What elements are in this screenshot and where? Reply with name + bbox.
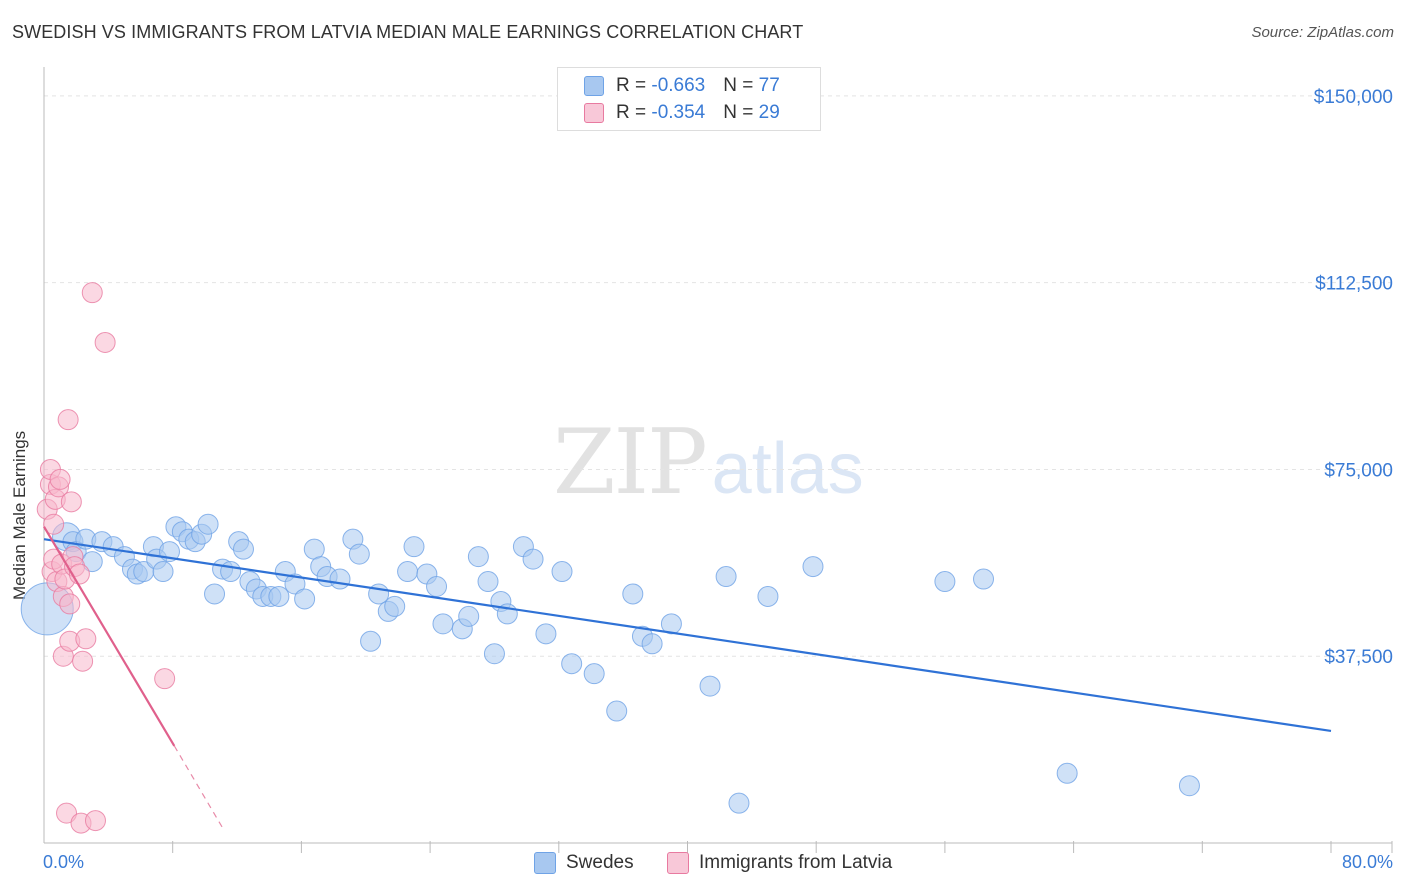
point-swedes bbox=[477, 571, 499, 593]
y-tick-label: $37,500 bbox=[1324, 647, 1393, 668]
stats-legend: R = -0.663 N = 77 R = -0.354 N = 29 bbox=[557, 67, 821, 131]
point-swedes bbox=[583, 663, 605, 685]
legend-swatch-latvia bbox=[584, 102, 604, 123]
point-swedes bbox=[384, 595, 406, 617]
trend-layer bbox=[43, 526, 1332, 831]
point-latvia bbox=[59, 593, 81, 615]
point-latvia bbox=[84, 810, 106, 832]
point-swedes bbox=[660, 613, 682, 635]
point-latvia bbox=[75, 628, 97, 650]
point-swedes bbox=[294, 588, 316, 610]
point-swedes bbox=[152, 561, 174, 583]
legend-r-value: -0.354 bbox=[651, 102, 706, 123]
point-latvia bbox=[81, 282, 103, 304]
x-tick-label-min: 0.0% bbox=[43, 852, 85, 872]
series-label-swedes: Swedes bbox=[566, 852, 634, 874]
point-swedes bbox=[458, 605, 480, 627]
point-swedes bbox=[329, 568, 351, 590]
point-swedes bbox=[973, 568, 995, 590]
point-swedes bbox=[522, 548, 544, 570]
series-label-latvia: Immigrants from Latvia bbox=[699, 852, 893, 874]
point-latvia bbox=[49, 468, 71, 490]
point-swedes bbox=[1178, 775, 1200, 797]
point-latvia bbox=[72, 650, 94, 672]
trend-extension-latvia bbox=[173, 745, 225, 831]
legend-r-value: -0.663 bbox=[651, 75, 706, 96]
point-swedes bbox=[220, 561, 242, 583]
point-swedes bbox=[397, 561, 419, 583]
watermark-zip: ZIP bbox=[553, 410, 708, 515]
series-swatch-latvia bbox=[667, 852, 689, 874]
point-swedes bbox=[204, 583, 226, 605]
point-swedes bbox=[467, 546, 489, 568]
point-swedes bbox=[535, 623, 557, 645]
series-legend-latvia[interactable]: Immigrants from Latvia bbox=[667, 852, 892, 874]
legend-row-latvia: R = -0.354 N = 29 bbox=[584, 102, 780, 126]
point-swedes bbox=[197, 513, 219, 535]
source-label: Source: ZipAtlas.com bbox=[1251, 24, 1394, 41]
point-swedes bbox=[426, 575, 448, 597]
legend-r-label: R = bbox=[616, 75, 652, 96]
point-swedes bbox=[268, 585, 290, 607]
point-swedes bbox=[561, 653, 583, 675]
point-latvia bbox=[154, 668, 176, 690]
x-tick-label-max: 80.0% bbox=[1341, 852, 1393, 872]
point-latvia bbox=[57, 409, 79, 431]
legend-n-value: 29 bbox=[758, 102, 780, 123]
legend-n-value: 77 bbox=[758, 75, 780, 96]
point-swedes bbox=[1056, 762, 1078, 784]
point-swedes bbox=[432, 613, 454, 635]
point-latvia bbox=[56, 802, 78, 824]
series-legend: Swedes Immigrants from Latvia bbox=[0, 852, 1406, 878]
y-tick-layer: $37,500 $75,000 $112,500 $150,000 bbox=[1314, 87, 1393, 668]
legend-swatch-swedes bbox=[584, 75, 604, 96]
point-layer bbox=[20, 282, 1200, 834]
point-swedes bbox=[232, 538, 254, 560]
axis-layer bbox=[43, 67, 1393, 853]
point-swedes bbox=[284, 573, 306, 595]
legend-r-label: R = bbox=[616, 102, 652, 123]
trend-line-swedes bbox=[43, 538, 1332, 733]
point-swedes bbox=[403, 536, 425, 558]
point-swedes bbox=[934, 571, 956, 593]
y-tick-label: $112,500 bbox=[1315, 274, 1393, 295]
point-swedes bbox=[348, 543, 370, 565]
y-tick-label: $75,000 bbox=[1324, 460, 1393, 481]
y-tick-label: $150,000 bbox=[1314, 87, 1393, 108]
point-swedes bbox=[551, 561, 573, 583]
point-swedes bbox=[757, 585, 779, 607]
point-swedes bbox=[483, 643, 505, 665]
point-swedes bbox=[360, 630, 382, 652]
trend-line-latvia bbox=[43, 526, 176, 747]
point-swedes bbox=[606, 700, 628, 722]
point-latvia bbox=[94, 331, 116, 353]
series-legend-swedes[interactable]: Swedes bbox=[534, 852, 634, 874]
point-swedes bbox=[622, 583, 644, 605]
point-swedes bbox=[699, 675, 721, 697]
point-latvia bbox=[60, 491, 82, 513]
series-swatch-swedes bbox=[534, 852, 556, 874]
point-swedes bbox=[728, 792, 750, 814]
point-swedes bbox=[715, 566, 737, 588]
point-swedes bbox=[641, 633, 663, 655]
legend-row-swedes: R = -0.663 N = 77 bbox=[584, 75, 780, 99]
point-latvia bbox=[43, 513, 65, 535]
point-swedes bbox=[802, 556, 824, 578]
legend-n-label: N = bbox=[723, 75, 759, 96]
chart-title: SWEDISH VS IMMIGRANTS FROM LATVIA MEDIAN… bbox=[12, 22, 804, 42]
legend-n-label: N = bbox=[723, 102, 759, 123]
